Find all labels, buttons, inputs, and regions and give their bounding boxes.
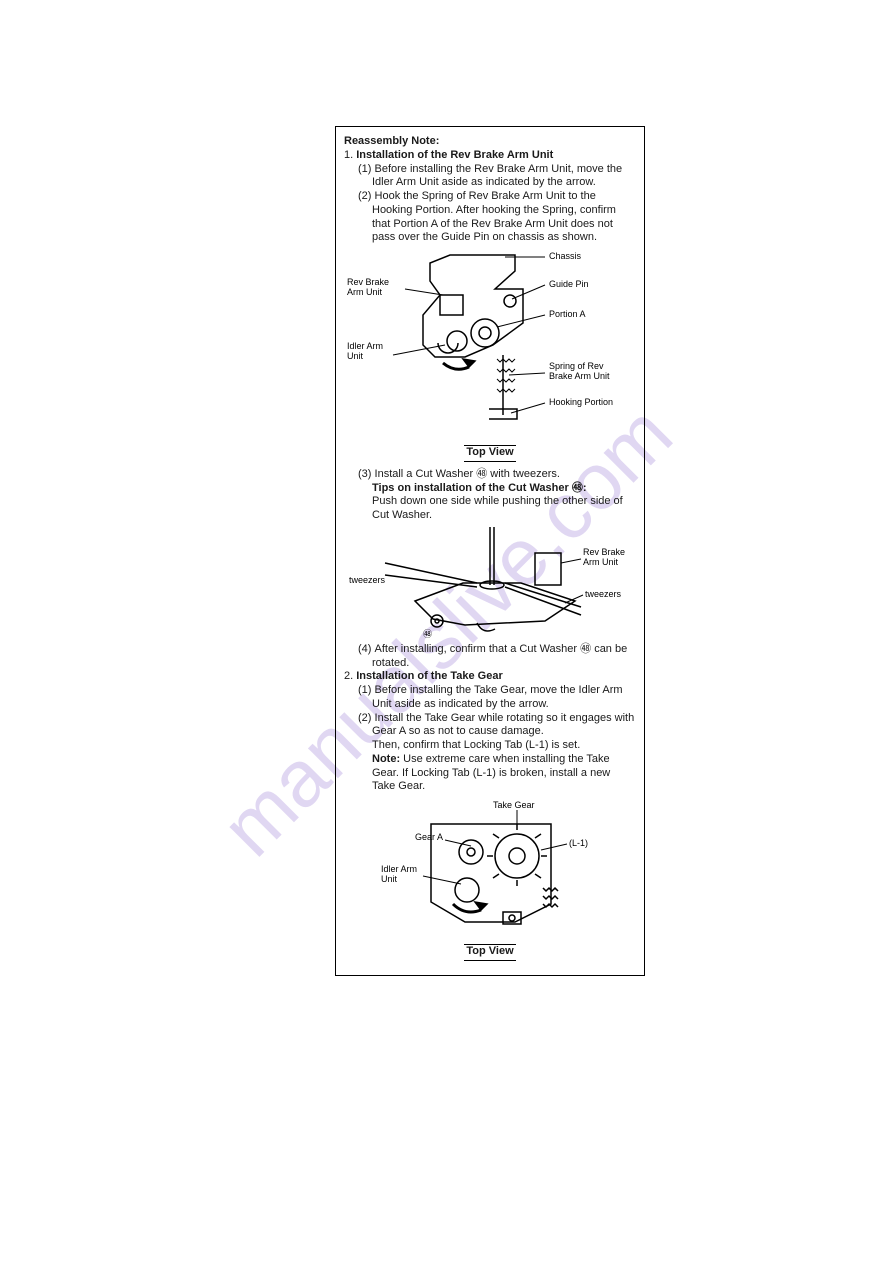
step-1-4: (4) After installing, confirm that a Cut… bbox=[344, 643, 636, 671]
step-text: After installing, confirm that a Cut Was… bbox=[372, 643, 627, 669]
reassembly-note-box: Reassembly Note: 1. Installation of the … bbox=[335, 126, 645, 976]
label-idler-arm-3: Idler ArmUnit bbox=[381, 864, 417, 884]
figure-2: tweezers Rev BrakeArm Unit tweezers ㊽ bbox=[344, 523, 636, 643]
label-tweezers-right: tweezers bbox=[585, 589, 622, 599]
note-label: Note: bbox=[372, 753, 400, 765]
label-rev-brake: Rev BrakeArm Unit bbox=[347, 277, 389, 297]
sec2-heading: 2. Installation of the Take Gear bbox=[344, 670, 636, 684]
note-text: Use extreme care when installing the Tak… bbox=[372, 753, 610, 793]
sec2-num: 2. bbox=[344, 670, 353, 682]
label-spring: Spring of RevBrake Arm Unit bbox=[549, 361, 610, 381]
label-hooking: Hooking Portion bbox=[549, 397, 613, 407]
figure-1: Chassis Guide Pin Portion A Rev BrakeArm… bbox=[344, 245, 636, 445]
label-rev-brake-2: Rev BrakeArm Unit bbox=[583, 547, 625, 567]
step-text: Before installing the Take Gear, move th… bbox=[372, 684, 623, 710]
reassembly-title: Reassembly Note: bbox=[344, 135, 636, 149]
fig1-caption-row: Top View bbox=[344, 445, 636, 462]
label-chassis: Chassis bbox=[549, 251, 582, 261]
step-1-3: (3) Install a Cut Washer ㊽ with tweezers… bbox=[344, 468, 636, 482]
fig1-caption: Top View bbox=[464, 445, 515, 462]
tips-title: Tips on installation of the Cut Washer ㊽… bbox=[344, 482, 636, 496]
fig3-caption: Top View bbox=[464, 944, 515, 961]
step-num: (2) bbox=[358, 712, 371, 724]
label-gear-a: Gear A bbox=[415, 832, 443, 842]
step-num: (4) bbox=[358, 643, 371, 655]
label-tweezers-left: tweezers bbox=[349, 575, 386, 585]
sec1-heading: 1. Installation of the Rev Brake Arm Uni… bbox=[344, 149, 636, 163]
step-text: Before installing the Rev Brake Arm Unit… bbox=[372, 163, 622, 189]
sec1-title: Installation of the Rev Brake Arm Unit bbox=[356, 149, 553, 161]
label-portion-a: Portion A bbox=[549, 309, 586, 319]
label-guide-pin: Guide Pin bbox=[549, 279, 589, 289]
note-line: Note: Use extreme care when installing t… bbox=[344, 753, 636, 794]
label-take-gear: Take Gear bbox=[493, 800, 535, 810]
sec2-title: Installation of the Take Gear bbox=[356, 670, 503, 682]
step-1-1: (1) Before installing the Rev Brake Arm … bbox=[344, 163, 636, 191]
label-washer-icon: ㊽ bbox=[423, 629, 432, 639]
step-2-2: (2) Install the Take Gear while rotating… bbox=[344, 712, 636, 740]
figure-3: Take Gear Gear A (L-1) Idler ArmUnit bbox=[344, 794, 636, 944]
label-idler-arm: Idler ArmUnit bbox=[347, 341, 383, 361]
step-2-1: (1) Before installing the Take Gear, mov… bbox=[344, 684, 636, 712]
fig3-caption-row: Top View bbox=[344, 944, 636, 961]
step-num: (2) bbox=[358, 190, 371, 202]
step-2-2b: Then, confirm that Locking Tab (L-1) is … bbox=[344, 739, 636, 753]
step-text: Hook the Spring of Rev Brake Arm Unit to… bbox=[372, 190, 616, 243]
step-num: (1) bbox=[358, 163, 371, 175]
label-l1: (L-1) bbox=[569, 838, 588, 848]
step-1-2: (2) Hook the Spring of Rev Brake Arm Uni… bbox=[344, 190, 636, 245]
page: manualslive.com Reassembly Note: 1. Inst… bbox=[0, 0, 893, 1262]
step-num: (1) bbox=[358, 684, 371, 696]
step-text: Install a Cut Washer ㊽ with tweezers. bbox=[375, 468, 560, 480]
step-text: Install the Take Gear while rotating so … bbox=[372, 712, 634, 738]
sec1-num: 1. bbox=[344, 149, 353, 161]
step-num: (3) bbox=[358, 468, 371, 480]
tips-body: Push down one side while pushing the oth… bbox=[344, 495, 636, 523]
